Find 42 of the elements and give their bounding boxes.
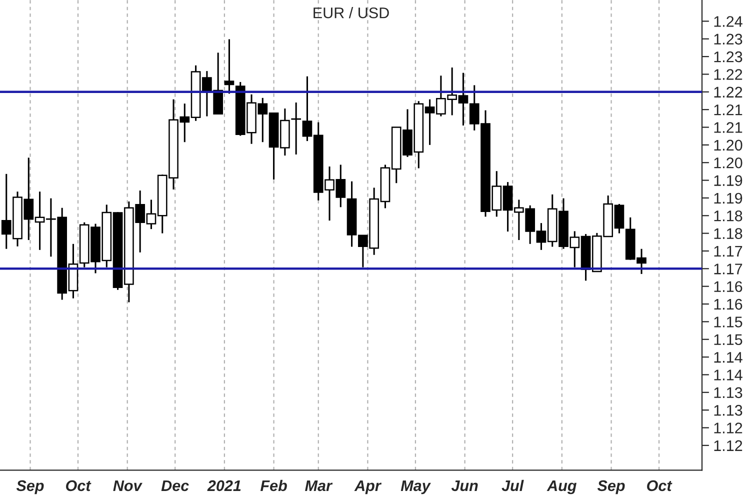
x-tick-label: Feb xyxy=(260,480,287,492)
y-tick-label: 1.18 xyxy=(714,228,742,239)
y-tick-label: 1.21 xyxy=(714,104,742,116)
y-tick-label: 1.20 xyxy=(714,157,742,168)
y-tick-label: 1.22 xyxy=(714,69,742,80)
x-tick-label: Oct xyxy=(647,480,672,492)
candlestick xyxy=(291,102,302,156)
chart-title: EUR / USD xyxy=(314,7,389,18)
y-tick-label: 1.19 xyxy=(714,192,742,204)
y-tick-label: 1.22 xyxy=(714,86,742,98)
y-tick-label: 1.17 xyxy=(714,264,742,274)
y-tick-label: 1.13 xyxy=(714,387,742,398)
y-tick-label: 1.12 xyxy=(714,422,742,434)
y-tick-label: 1.21 xyxy=(714,122,742,133)
x-tick-label: Apr xyxy=(354,480,382,494)
y-tick-label: 1.19 xyxy=(714,175,742,186)
y-tick-label: 1.15 xyxy=(714,334,742,346)
x-tick-label: 2021 xyxy=(207,480,241,492)
y-tick-label: 1.23 xyxy=(714,34,742,45)
y-tick-label: 1.24 xyxy=(714,16,742,27)
x-tick-label: May xyxy=(400,480,431,494)
x-tick-label: Oct xyxy=(66,480,92,492)
x-tick-label: Jul xyxy=(502,480,524,492)
x-tick-label: Nov xyxy=(113,480,142,492)
y-tick-label: 1.15 xyxy=(714,316,742,328)
y-tick-label: 1.16 xyxy=(714,281,742,292)
x-tick-label: Sep xyxy=(16,480,44,494)
x-tick-label: Aug xyxy=(546,480,577,494)
x-tick-label: Sep xyxy=(597,480,625,494)
candlestick xyxy=(224,38,234,94)
y-tick-label: 1.14 xyxy=(714,370,742,380)
y-tick-label: 1.13 xyxy=(714,404,742,416)
y-tick-label: 1.12 xyxy=(714,440,742,451)
y-tick-label: 1.20 xyxy=(714,140,742,151)
y-tick-label: 1.16 xyxy=(714,298,742,310)
y-tick-label: 1.23 xyxy=(714,51,742,62)
x-tick-label: Dec xyxy=(161,480,189,492)
x-tick-label: Mar xyxy=(305,480,333,492)
y-tick-label: 1.17 xyxy=(714,246,742,257)
y-tick-label: 1.14 xyxy=(714,352,742,363)
y-tick-label: 1.18 xyxy=(714,210,742,222)
x-tick-label: Jun xyxy=(451,480,478,492)
